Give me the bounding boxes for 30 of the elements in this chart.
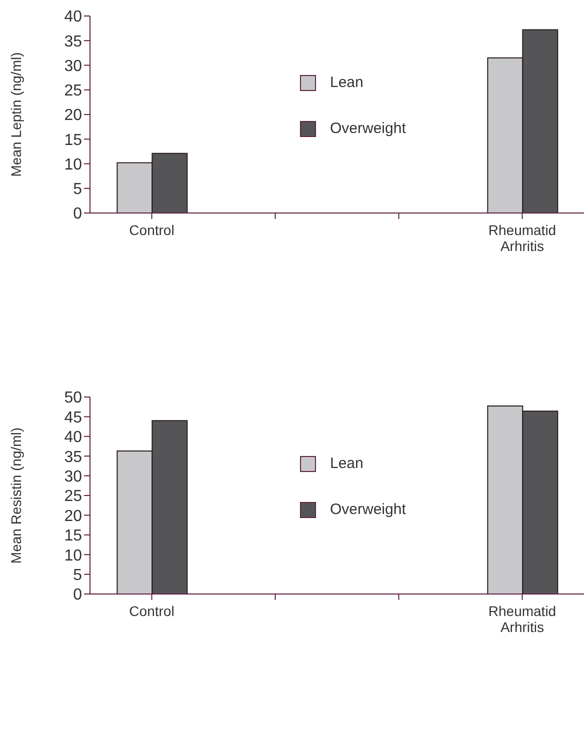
y-tick-label: 5 — [73, 566, 82, 584]
y-axis-title: Mean Leptin (ng/ml) — [8, 52, 24, 177]
y-tick-label: 40 — [64, 429, 82, 446]
x-tick-label: Control — [129, 222, 174, 238]
legend-label: Lean — [330, 455, 364, 472]
legend-label: Lean — [330, 74, 364, 92]
y-tick-label: 15 — [64, 528, 82, 545]
x-tick-label: Rheumatid Arhritis — [488, 222, 556, 254]
y-tick-label: 50 — [64, 390, 82, 407]
y-tick-label: 0 — [73, 586, 82, 604]
legend-label: Overweight — [330, 501, 406, 518]
y-tick-label: 35 — [64, 33, 82, 50]
legend-label: Overweight — [330, 120, 406, 138]
y-tick-label: 25 — [64, 488, 82, 506]
x-tick-label: Control — [129, 603, 174, 619]
y-tick-label: 45 — [64, 409, 82, 426]
y-tick-label: 30 — [64, 468, 82, 486]
y-tick-label: 15 — [64, 132, 82, 149]
y-tick-label: 0 — [73, 206, 82, 223]
y-tick-label: 30 — [64, 58, 82, 75]
y-tick-label: 20 — [64, 107, 82, 124]
y-tick-label: 40 — [64, 8, 82, 26]
y-axis-title: Mean Resistin (ng/ml) — [8, 427, 24, 564]
y-tick-label: 5 — [73, 181, 82, 198]
y-tick-label: 10 — [64, 156, 82, 174]
y-tick-label: 10 — [64, 547, 82, 564]
x-tick-label: Rheumatid Arhritis — [488, 603, 556, 635]
y-tick-label: 35 — [64, 448, 82, 466]
y-tick-label: 20 — [64, 508, 82, 525]
y-tick-label: 25 — [64, 82, 82, 100]
